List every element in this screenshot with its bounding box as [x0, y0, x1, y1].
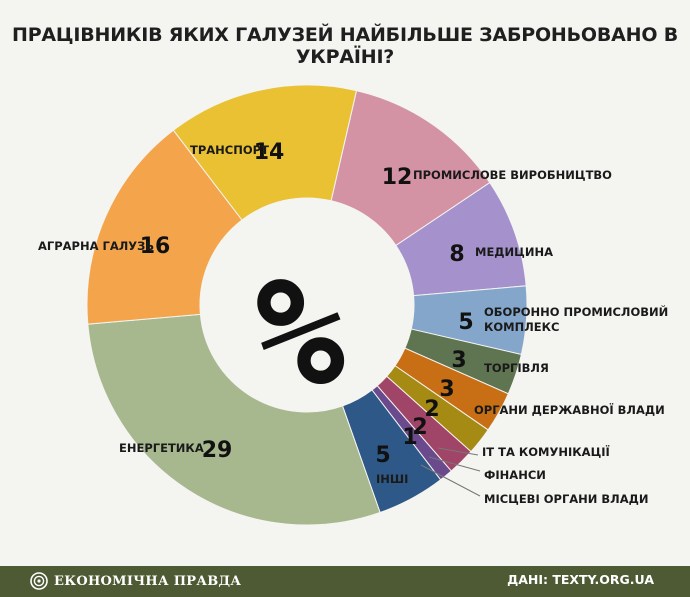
- leader-line-фінанси: [428, 456, 481, 472]
- slice-label-транспорт: ТРАНСПОРТ: [190, 143, 269, 157]
- slice-value-інші: 5: [375, 443, 390, 468]
- footer-bar: ЕКОНОМІЧНА ПРАВДА ДАНІ: TEXTY.ORG.UA: [0, 566, 690, 597]
- brand-logo-icon: [30, 572, 48, 590]
- slice-label-it-та-комунікації: IT ТА КОМУНІКАЦІЇ: [482, 444, 610, 459]
- slice-value-торгівля: 3: [451, 348, 466, 373]
- slice-value-медицина: 8: [449, 242, 464, 267]
- slices-group: [86, 84, 528, 526]
- leader-line-місцеві-органи-влади: [420, 464, 481, 497]
- slice-label-аграрна-галузь: АГРАРНА ГАЛУЗЬ: [38, 239, 154, 253]
- slice-label-промислове-виробництво: ПРОМИСЛОВЕ ВИРОБНИЦТВО: [413, 168, 612, 182]
- slice-value-енергетика: 29: [202, 438, 233, 463]
- slice-label-фінанси: ФІНАНСИ: [484, 468, 546, 482]
- slice-value-it-та-комунікації: 2: [424, 397, 439, 422]
- slice-value-аграрна-галузь: 16: [140, 234, 171, 259]
- slice-label-енергетика: ЕНЕРГЕТИКА: [119, 441, 204, 455]
- slice-value-фінанси: 2: [412, 415, 427, 440]
- brand: ЕКОНОМІЧНА ПРАВДА: [30, 571, 241, 591]
- slice-value-місцеві-органи-влади: 1: [402, 425, 417, 450]
- slice-label-інші: ІНШІ: [376, 472, 408, 486]
- slice-label-торгівля: ТОРГІВЛЯ: [484, 361, 549, 375]
- leader-lines: [420, 447, 481, 497]
- data-source: ДАНІ: TEXTY.ORG.UA: [507, 572, 654, 587]
- slice-label-органи-державної-влади: ОРГАНИ ДЕРЖАВНОЇ ВЛАДИ: [474, 402, 665, 417]
- chart-title: ПРАЦІВНИКІВ ЯКИХ ГАЛУЗЕЙ НАЙБІЛЬШЕ ЗАБРО…: [12, 24, 678, 68]
- slice-value-промислове-виробництво: 12: [382, 165, 413, 190]
- leader-line-it-та-комунікації: [437, 447, 479, 456]
- brand-name: ЕКОНОМІЧНА ПРАВДА: [54, 573, 242, 589]
- donut-hole: [200, 198, 414, 412]
- slice-value-органи-державної-влади: 3: [439, 377, 454, 402]
- center-percent-symbol: %: [255, 246, 345, 420]
- slice-label-оборонно-промисловий-комплекс: ОБОРОННО ПРОМИСЛОВИЙ КОМПЛЕКС: [484, 304, 668, 334]
- slice-value-оборонно-промисловий-комплекс: 5: [458, 310, 473, 335]
- slice-label-місцеві-органи-влади: МІСЦЕВІ ОРГАНИ ВЛАДИ: [484, 492, 649, 506]
- slice-label-медицина: МЕДИЦИНА: [475, 245, 553, 259]
- slice-value-транспорт: 14: [254, 140, 285, 165]
